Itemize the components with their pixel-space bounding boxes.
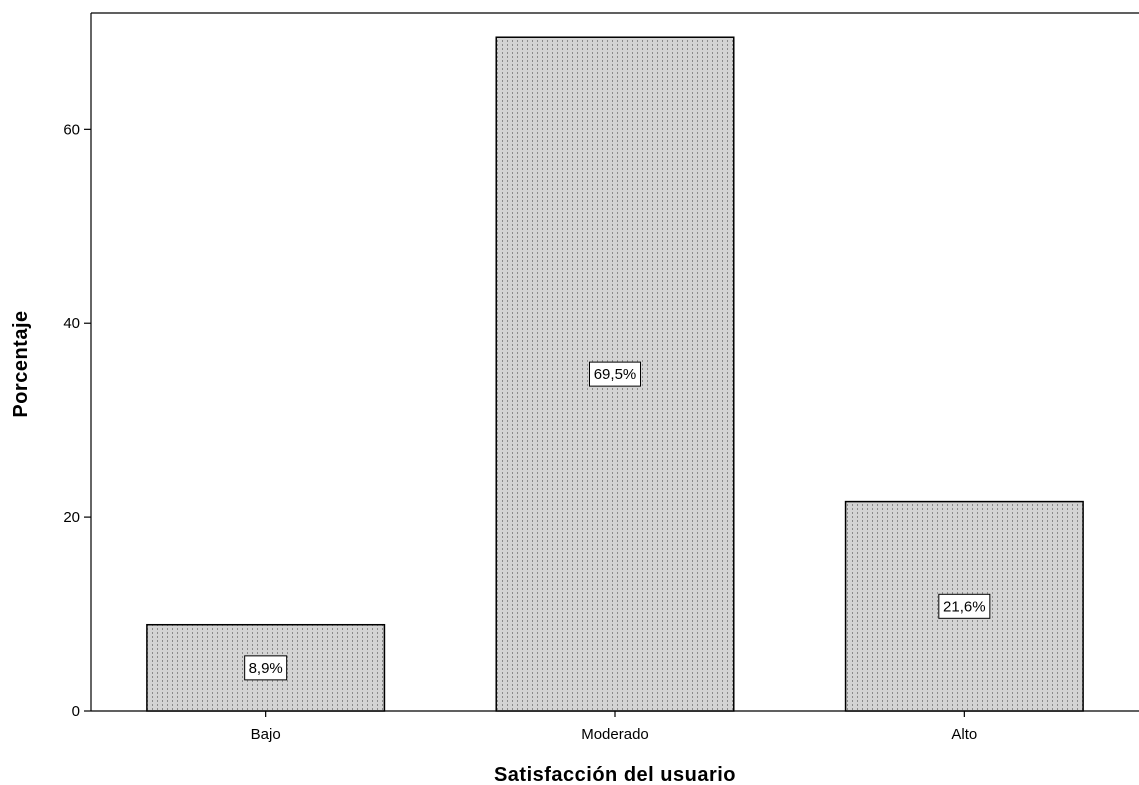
y-tick-label: 40	[63, 315, 80, 332]
y-tick-label: 0	[72, 703, 80, 720]
x-axis-ticks: Bajo Moderado Alto	[251, 711, 977, 743]
data-labels-group: 8,9% 69,5% 21,6%	[244, 361, 991, 681]
data-label: 21,6%	[943, 598, 986, 615]
x-tick-label: Alto	[951, 726, 977, 743]
y-axis-ticks: 0 20 40 60	[63, 121, 91, 720]
y-tick-label: 60	[63, 121, 80, 138]
y-axis-title: Porcentaje	[10, 310, 32, 417]
data-label-box	[589, 361, 641, 387]
x-tick-label: Bajo	[251, 726, 281, 743]
data-label-box	[244, 655, 288, 681]
data-label: 69,5%	[594, 366, 637, 383]
data-label: 8,9%	[249, 660, 283, 677]
data-label-box	[938, 593, 991, 619]
y-tick-label: 20	[63, 509, 80, 526]
x-tick-label: Moderado	[581, 726, 649, 743]
x-axis-title: Satisfacción del usuario	[494, 764, 736, 785]
